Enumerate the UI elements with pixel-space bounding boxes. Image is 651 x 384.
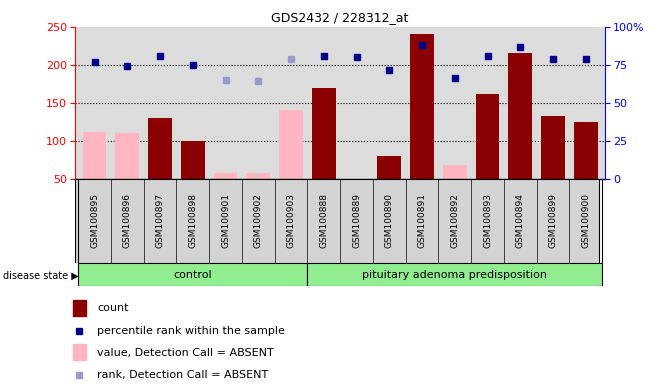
Bar bbox=[312, 88, 335, 179]
Text: GSM100897: GSM100897 bbox=[156, 193, 165, 248]
Bar bbox=[279, 110, 303, 179]
Text: count: count bbox=[97, 303, 129, 313]
Bar bbox=[73, 344, 87, 360]
Bar bbox=[443, 165, 467, 179]
Text: GSM100892: GSM100892 bbox=[450, 194, 459, 248]
Text: value, Detection Call = ABSENT: value, Detection Call = ABSENT bbox=[97, 348, 274, 358]
Bar bbox=[378, 156, 401, 179]
Text: GSM100896: GSM100896 bbox=[123, 193, 132, 248]
Text: percentile rank within the sample: percentile rank within the sample bbox=[97, 326, 285, 336]
Text: GSM100894: GSM100894 bbox=[516, 194, 525, 248]
Text: GSM100899: GSM100899 bbox=[549, 193, 557, 248]
Text: GSM100889: GSM100889 bbox=[352, 193, 361, 248]
Text: GSM100901: GSM100901 bbox=[221, 193, 230, 248]
Text: pituitary adenoma predisposition: pituitary adenoma predisposition bbox=[362, 270, 547, 280]
Bar bbox=[115, 133, 139, 179]
Bar bbox=[78, 263, 307, 286]
Bar bbox=[574, 122, 598, 179]
Text: control: control bbox=[173, 270, 212, 280]
Bar bbox=[508, 53, 532, 179]
Bar bbox=[148, 118, 172, 179]
Bar bbox=[73, 300, 87, 316]
Bar bbox=[476, 94, 499, 179]
Text: GSM100895: GSM100895 bbox=[90, 193, 99, 248]
Text: GSM100900: GSM100900 bbox=[581, 193, 590, 248]
Bar bbox=[247, 173, 270, 179]
Text: GSM100898: GSM100898 bbox=[188, 193, 197, 248]
Text: GSM100903: GSM100903 bbox=[286, 193, 296, 248]
Title: GDS2432 / 228312_at: GDS2432 / 228312_at bbox=[271, 11, 409, 24]
Bar bbox=[410, 35, 434, 179]
Text: GSM100890: GSM100890 bbox=[385, 193, 394, 248]
Text: GSM100893: GSM100893 bbox=[483, 193, 492, 248]
Bar bbox=[83, 132, 106, 179]
Text: disease state ▶: disease state ▶ bbox=[3, 271, 79, 281]
Text: GSM100888: GSM100888 bbox=[319, 193, 328, 248]
Bar bbox=[307, 263, 602, 286]
Text: rank, Detection Call = ABSENT: rank, Detection Call = ABSENT bbox=[97, 370, 268, 380]
Bar bbox=[181, 141, 204, 179]
Bar bbox=[214, 173, 238, 179]
Bar bbox=[541, 116, 565, 179]
Text: GSM100891: GSM100891 bbox=[417, 193, 426, 248]
Text: GSM100902: GSM100902 bbox=[254, 194, 263, 248]
